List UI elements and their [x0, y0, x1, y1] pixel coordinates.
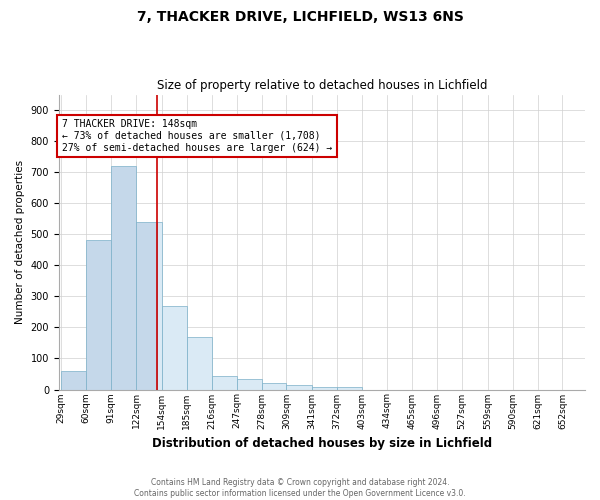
Text: Contains HM Land Registry data © Crown copyright and database right 2024.
Contai: Contains HM Land Registry data © Crown c…	[134, 478, 466, 498]
Bar	[337, 387, 362, 390]
Bar	[86, 240, 111, 390]
Bar	[286, 385, 312, 390]
Text: 7 THACKER DRIVE: 148sqm
← 73% of detached houses are smaller (1,708)
27% of semi: 7 THACKER DRIVE: 148sqm ← 73% of detache…	[62, 120, 332, 152]
Bar	[262, 384, 286, 390]
Text: 7, THACKER DRIVE, LICHFIELD, WS13 6NS: 7, THACKER DRIVE, LICHFIELD, WS13 6NS	[137, 10, 463, 24]
Y-axis label: Number of detached properties: Number of detached properties	[15, 160, 25, 324]
Bar	[162, 306, 187, 390]
Bar	[61, 371, 86, 390]
Bar	[187, 336, 212, 390]
Title: Size of property relative to detached houses in Lichfield: Size of property relative to detached ho…	[157, 79, 487, 92]
Bar	[136, 222, 157, 390]
Bar	[212, 376, 236, 390]
Bar	[111, 166, 136, 390]
X-axis label: Distribution of detached houses by size in Lichfield: Distribution of detached houses by size …	[152, 437, 492, 450]
Bar	[157, 222, 162, 390]
Bar	[236, 378, 262, 390]
Bar	[312, 387, 337, 390]
